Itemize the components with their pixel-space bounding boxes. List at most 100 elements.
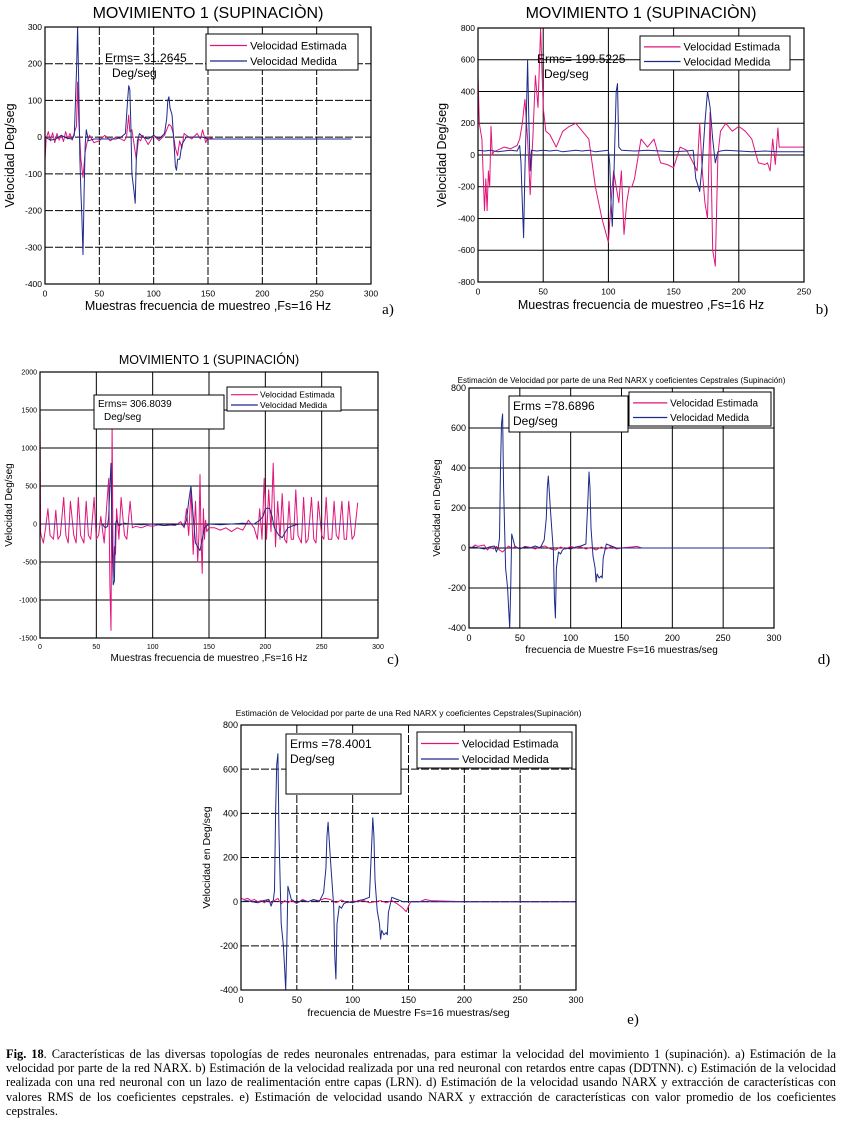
x-tick-label: 250 [513,995,528,1005]
figure-caption: Fig. 18. Características de las diversas… [6,1047,836,1118]
legend-entry-medida: Velocidad Medida [462,754,550,766]
chart-b: MOVIMIENTO 1 (SUPINACIÒN) 0 50 100 150 200 250… [435,3,828,318]
x-tick-label: 100 [147,644,159,651]
x-tick-label: 150 [203,644,215,651]
x-tick-label: 100 [147,289,161,299]
y-tick-label: -200 [220,941,238,951]
series-velocidad-medida [40,462,358,586]
y-tick-label: -200 [448,583,466,593]
legend-entry-estimada: Velocidad Estimada [250,40,347,52]
chart-a: MOVIMIENTO 1 (SUPINACIÒN) 0 50 100 150 200 250… [3,3,394,318]
x-tick-label: 0 [466,633,471,643]
series-velocidad-medida [44,26,352,256]
erms-value: Erms= 306.8039 [98,399,172,410]
erms-unit: Deg/seg [104,412,141,423]
x-tick-label: 150 [401,995,416,1005]
x-tick-label: 200 [732,287,746,297]
y-tick-label: 200 [461,118,475,128]
series-velocidad-estimada [477,27,804,267]
legend-entry-medida: Velocidad Medida [260,400,327,410]
chart-title: Estimación de Velocidad por parte de una… [236,708,582,718]
x-tick-label: 100 [563,633,578,643]
y-tick-label: 0 [233,897,238,907]
series-velocidad-medida [477,59,804,239]
legend-entry-estimada: Velocidad Estimada [462,738,559,750]
y-tick-label: 800 [451,383,466,393]
erms-value: Erms =78.6896 [513,399,595,413]
series-velocidad-estimada [39,409,359,631]
legend-entry-estimada: Velocidad Estimada [670,398,758,409]
x-tick-label: 150 [614,633,629,643]
chart-title: Estimación de Velocidad por parte de una… [458,376,786,385]
erms-unit: Deg/seg [513,414,558,428]
y-tick-label: 0 [37,132,42,142]
caption-label: Fig. 18 [6,1047,44,1061]
y-tick-label: 1000 [21,445,37,452]
x-axis-label: Muestras frecuencia de muestreo ,Fs=16 H… [85,299,331,313]
series-velocidad-medida [240,753,576,991]
x-tick-label: 200 [457,995,472,1005]
chart-title: MOVIMIENTO 1 (SUPINACIÒN) [93,3,324,22]
plot-frame [477,27,805,283]
x-tick-label: 0 [238,995,243,1005]
y-axis-label: Velocidad en Deg/seg [432,459,443,556]
legend: Velocidad Estimada Velocidad Medida [416,731,573,769]
legend-entry-estimada: Velocidad Estimada [684,42,781,54]
y-tick-label: -400 [220,985,238,995]
x-tick-label: 250 [316,644,328,651]
x-axis-label: Muestras frecuencia de muestreo ,Fs=16 H… [518,298,764,312]
y-tick-label: 0 [461,543,466,553]
y-tick-label: 300 [28,22,42,32]
y-tick-label: 1500 [21,407,37,414]
x-tick-label: 250 [716,633,731,643]
x-tick-label: 300 [364,289,378,299]
y-tick-label: 0 [33,521,37,528]
erms-value: Erms= 199.5225 [537,52,626,66]
caption-text: . Características de las diversas topolo… [6,1047,837,1118]
x-tick-label: 250 [310,289,324,299]
legend-entry-medida: Velocidad Medida [670,413,749,424]
chart-e: Estimación de Velocidad por parte de una… [201,708,639,1028]
x-tick-label: 150 [201,289,215,299]
series-velocidad-medida [468,413,769,629]
panel-label: e) [627,1012,639,1028]
plot-frame [468,387,775,629]
panel-label: c) [387,652,399,668]
erms-unit: Deg/seg [112,66,157,80]
chart-c: MOVIMIENTO 1 (SUPINACIÓN) 0 50 100 150 200 250… [4,352,399,668]
panel-label: b) [816,302,829,318]
y-tick-label: -400 [458,213,475,223]
y-tick-label: 800 [461,23,475,33]
x-tick-label: 100 [601,287,615,297]
x-tick-label: 50 [92,644,100,651]
y-tick-label: -100 [25,169,42,179]
x-tick-label: 300 [568,995,583,1005]
y-tick-label: 600 [223,764,238,774]
erms-value: Erms =78.4001 [290,737,372,751]
x-tick-label: 100 [345,995,360,1005]
y-tick-label: 200 [451,503,466,513]
y-tick-label: -600 [458,245,475,255]
y-tick-label: 0 [470,150,475,160]
y-tick-label: 200 [28,59,42,69]
plot-frame [240,724,577,991]
chart-title: MOVIMIENTO 1 (SUPINACIÓN) [119,352,299,367]
x-tick-label: 200 [665,633,680,643]
legend-entry-medida: Velocidad Medida [250,56,338,68]
chart-title: MOVIMIENTO 1 (SUPINACIÒN) [526,3,757,22]
y-tick-label: -200 [458,182,475,192]
y-axis-label: Velocidad Deg/seg [435,103,449,207]
y-tick-label: -300 [25,242,42,252]
x-tick-label: 0 [43,289,48,299]
y-tick-label: 600 [461,55,475,65]
erms-value: Erms= 31.2645 [105,51,187,65]
y-tick-label: 800 [223,720,238,730]
legend: Velocidad Estimada Velocidad Medida [628,391,772,427]
x-tick-label: 50 [292,995,302,1005]
series-velocidad-estimada [44,81,352,178]
